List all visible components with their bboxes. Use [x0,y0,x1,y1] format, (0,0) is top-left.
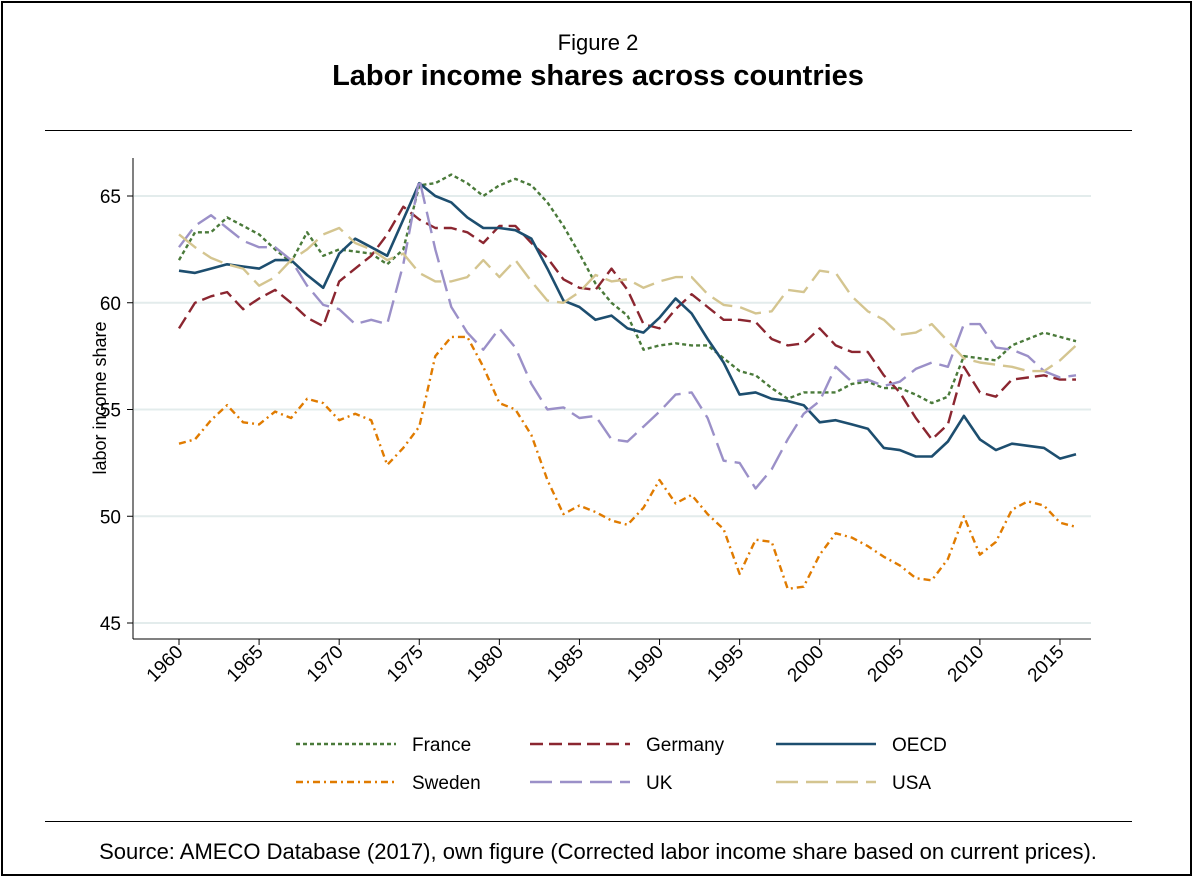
y-tick-label: 45 [100,614,121,635]
legend-label-uk: UK [646,773,673,794]
gridlines [134,195,1091,624]
source-note: Source: AMECO Database (2017), own figur… [99,839,1097,864]
y-tick-label: 50 [100,507,121,528]
x-tick-label: 1995 [703,642,748,687]
x-tick-label: 2015 [1024,642,1069,687]
series-line-sweden [178,335,1077,590]
series-lines [177,173,1077,590]
legend-label-france: France [412,735,471,756]
x-tick-label: 1965 [223,642,268,687]
x-ticks: 1960 1965 1970 1975 1980 1985 1990 1995 2000 2005… [143,639,1069,686]
series-line-uk [178,177,1077,490]
x-tick-label: 1960 [143,642,188,687]
series-line-oecd [178,181,1077,460]
top-divider [45,130,1132,131]
x-tick-label: 1970 [303,642,348,687]
y-tick-label: 60 [100,294,121,315]
y-tick-label: 65 [100,187,121,208]
x-tick-label: 2010 [944,642,989,687]
legend: France Germany OECD Sweden UK USA [296,735,947,794]
legend-label-sweden: Sweden [412,773,481,794]
figure-label: Figure 2 [557,30,639,55]
chart-title: Labor income shares across countries [332,60,864,92]
series-line-france [177,173,1077,405]
y-ticks: 45 50 55 60 65 [100,187,133,635]
x-tick-label: 2000 [784,642,829,687]
axes [132,158,1091,640]
legend-label-germany: Germany [646,735,725,756]
x-tick-label: 1985 [543,642,588,687]
y-axis-label: labor income share [90,321,110,474]
x-tick-label: 1980 [463,642,508,687]
x-tick-label: 1990 [623,642,668,687]
legend-label-usa: USA [892,773,931,794]
x-tick-label: 2005 [864,642,909,687]
bottom-divider [45,821,1132,822]
y-tick-label: 55 [100,401,121,422]
series-line-usa [178,226,1077,373]
legend-label-oecd: OECD [892,735,947,756]
series-line-germany [177,205,1076,441]
x-tick-label: 1975 [383,642,428,687]
